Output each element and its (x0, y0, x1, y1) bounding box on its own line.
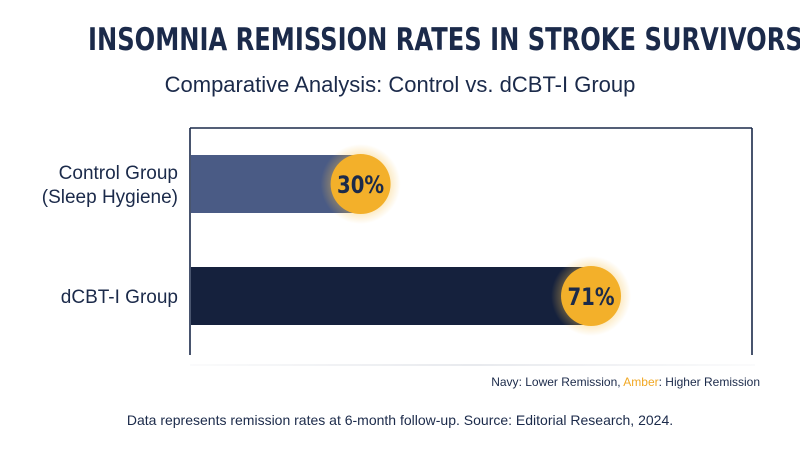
legend-amber-text: : Higher Remission (658, 375, 760, 389)
legend-navy-text: : Lower Remission, (518, 375, 624, 389)
chart-subtitle: Comparative Analysis: Control vs. dCBT-I… (164, 72, 636, 97)
legend: Navy: Lower Remission, Amber: Higher Rem… (470, 375, 760, 389)
badge-1 (561, 266, 622, 326)
footnote: Data represents remission rates at 6-mon… (126, 412, 674, 428)
chart-title: INSOMNIA REMISSION RATES IN STROKE SURVI… (88, 22, 800, 58)
category-label-0-0: Control Group (59, 163, 178, 184)
bar-1 (191, 267, 590, 325)
data-label-0: 30% (337, 172, 384, 199)
legend-amber-label: Amber (623, 375, 659, 389)
category-label-1-0: dCBT-I Group (61, 287, 178, 308)
category-label-0-1: (Sleep Hygiene) (42, 187, 178, 208)
legend-navy-label: Navy (491, 375, 519, 389)
data-label-1: 71% (567, 284, 614, 311)
baseline-fade (190, 364, 755, 366)
badge-0 (330, 154, 391, 214)
